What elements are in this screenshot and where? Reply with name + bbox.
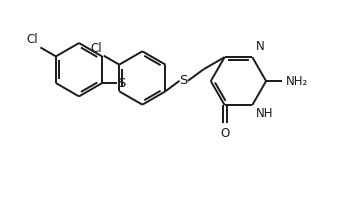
Text: N: N (256, 40, 265, 53)
Text: S: S (180, 74, 188, 87)
Text: O: O (220, 127, 229, 140)
Text: Cl: Cl (91, 42, 102, 55)
Text: Cl: Cl (26, 33, 38, 46)
Text: NH: NH (256, 107, 274, 120)
Text: NH₂: NH₂ (286, 75, 309, 88)
Text: S: S (118, 77, 126, 89)
